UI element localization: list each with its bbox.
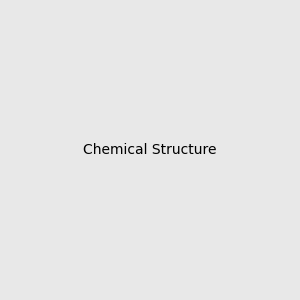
Text: Chemical Structure: Chemical Structure <box>83 143 217 157</box>
